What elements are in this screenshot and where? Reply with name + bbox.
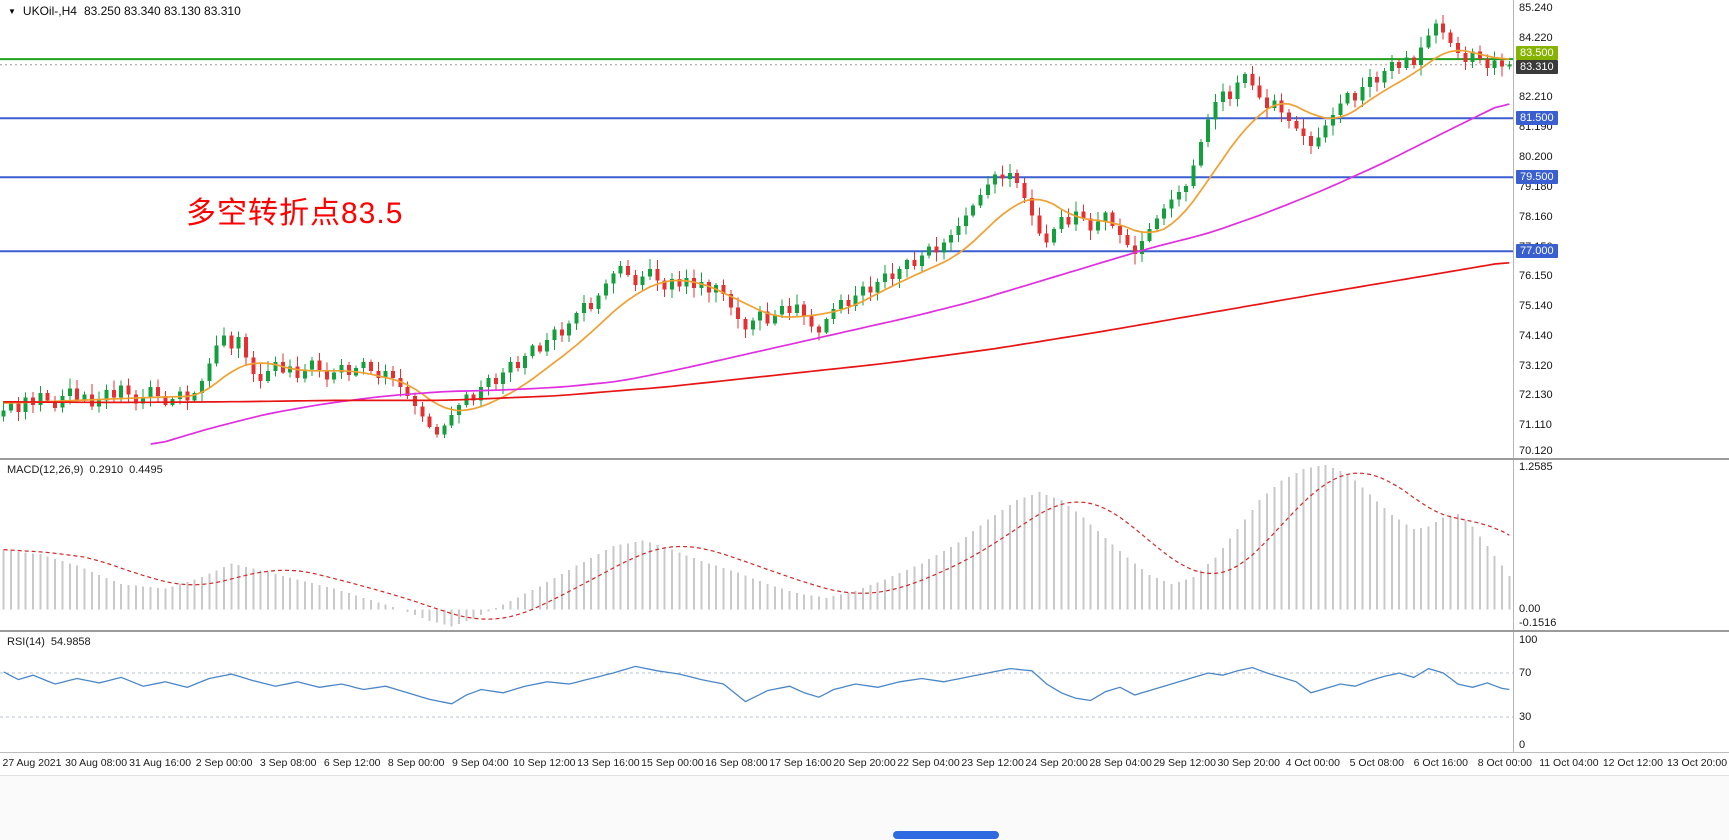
rsi-axis: 100 70 30 0	[1513, 632, 1729, 752]
price-tick-label: 78.160	[1519, 210, 1553, 223]
price-tick-label: 73.120	[1519, 359, 1553, 372]
time-tick-label: 11 Oct 04:00	[1539, 757, 1599, 769]
macd-name: MACD(12,26,9)	[7, 464, 84, 476]
time-tick-label: 20 Sep 20:00	[833, 757, 896, 769]
rsi-line	[3, 665, 1510, 705]
rsi-axis-label: 70	[1519, 667, 1532, 679]
chart-title: ▼ UKOil-,H4 83.250 83.340 83.130 83.310	[8, 4, 241, 18]
scrollbar-thumb[interactable]	[893, 831, 999, 839]
macd-pane[interactable]: 1.2585 0.00 -0.1516 MACD(12,26,9) 0.2910 0…	[0, 460, 1729, 630]
time-tick-label: 27 Aug 2021	[2, 757, 62, 769]
time-tick-label: 16 Sep 08:00	[705, 757, 768, 769]
time-tick-label: 10 Sep 12:00	[513, 757, 576, 769]
chart-ohlc-values: 83.250 83.340 83.130 83.310	[83, 4, 241, 18]
price-tag-83.500: 83.500	[1516, 46, 1558, 61]
ma-slow-line	[3, 261, 1510, 404]
time-tick-label: 28 Sep 04:00	[1089, 757, 1152, 769]
rsi-value: 54.9858	[50, 636, 91, 648]
rsi-label: RSI(14) 54.9858	[7, 636, 91, 648]
macd-plot-area[interactable]	[0, 460, 1513, 630]
macd-signal-value: 0.4495	[129, 464, 163, 476]
price-tick-label: 82.210	[1519, 91, 1553, 104]
price-tick-label: 80.200	[1519, 150, 1553, 163]
pane-separator[interactable]	[0, 458, 1729, 460]
rsi-level-lines	[0, 672, 1513, 718]
price-tag-77.000: 77.000	[1516, 244, 1558, 259]
time-tick-label: 6 Oct 16:00	[1413, 757, 1468, 769]
price-tag-81.500: 81.500	[1516, 111, 1558, 126]
rsi-name: RSI(14)	[7, 636, 45, 648]
time-tick-label: 13 Sep 16:00	[577, 757, 640, 769]
pane-separator	[0, 752, 1729, 753]
candlesticks	[1, 15, 1512, 438]
ma-mid-line	[150, 103, 1510, 445]
rsi-axis-label: 100	[1519, 634, 1538, 646]
price-tick-label: 71.110	[1519, 419, 1552, 432]
time-tick-label: 24 Sep 20:00	[1025, 757, 1088, 769]
ma-fast-line	[3, 49, 1510, 412]
price-plot-area[interactable]	[0, 0, 1513, 458]
bottom-strip	[0, 775, 1729, 840]
macd-signal-line	[3, 472, 1510, 620]
price-tick-label: 76.150	[1519, 270, 1553, 283]
time-tick-label: 17 Sep 16:00	[769, 757, 832, 769]
macd-axis-label: 1.2585	[1519, 461, 1553, 473]
time-tick-label: 9 Sep 04:00	[451, 757, 509, 769]
time-tick-label: 15 Sep 00:00	[641, 757, 704, 769]
time-tick-label: 23 Sep 12:00	[961, 757, 1024, 769]
time-tick-label: 30 Aug 08:00	[65, 757, 128, 769]
chart-symbol-period: UKOil-,H4	[22, 4, 77, 18]
macd-histogram	[2, 464, 1511, 627]
price-tick-label: 75.140	[1519, 300, 1553, 313]
time-tick-label: 22 Sep 04:00	[897, 757, 960, 769]
time-tick-label: 2 Sep 00:00	[195, 757, 253, 769]
macd-label: MACD(12,26,9) 0.2910 0.4495	[7, 464, 163, 476]
macd-axis: 1.2585 0.00 -0.1516	[1513, 460, 1729, 630]
time-tick-label: 4 Oct 00:00	[1285, 757, 1340, 769]
time-tick-label: 13 Oct 20:00	[1666, 757, 1728, 769]
time-tick-label: 31 Aug 16:00	[129, 757, 192, 769]
main-chart-pane[interactable]: 85.24084.22083.20082.21081.19080.20079.1…	[0, 0, 1729, 458]
time-tick-label: 5 Oct 08:00	[1349, 757, 1404, 769]
macd-axis-label: -0.1516	[1519, 617, 1557, 629]
price-tick-label: 84.220	[1519, 31, 1553, 44]
time-tick-label: 30 Sep 20:00	[1217, 757, 1280, 769]
rsi-axis-label: 30	[1519, 711, 1532, 723]
macd-axis-label: 0.00	[1519, 603, 1541, 616]
time-tick-label: 6 Sep 12:00	[323, 757, 381, 769]
time-tick-label: 12 Oct 12:00	[1602, 757, 1663, 769]
time-tick-label: 29 Sep 12:00	[1153, 757, 1216, 769]
annotation-text: 多空转折点83.5	[186, 197, 404, 230]
time-tick-label: 8 Oct 00:00	[1477, 757, 1533, 769]
rsi-pane[interactable]: 100 70 30 0 RSI(14) 54.9858	[0, 632, 1729, 752]
symbol-dropdown-icon[interactable]: ▼	[8, 6, 16, 16]
pane-separator[interactable]	[0, 630, 1729, 632]
time-tick-label: 8 Sep 00:00	[387, 757, 445, 769]
time-axis: 27 Aug 2021 30 Aug 08:00 31 Aug 16:00 2 Sep…	[0, 753, 1729, 775]
price-tag-79.500: 79.500	[1516, 170, 1558, 185]
horizontal-level-lines	[0, 58, 1513, 253]
price-tick-label: 74.140	[1519, 329, 1553, 342]
price-tag-83.310: 83.310	[1516, 59, 1558, 74]
time-tick-label: 3 Sep 08:00	[259, 757, 317, 769]
price-tick-label: 72.130	[1519, 389, 1553, 402]
rsi-axis-label: 0	[1519, 739, 1526, 751]
rsi-plot-area[interactable]	[0, 632, 1513, 752]
price-tick-label: 85.240	[1519, 1, 1553, 14]
price-axis[interactable]: 85.24084.22083.20082.21081.19080.20079.1…	[1513, 0, 1729, 458]
price-tick-label: 70.120	[1519, 445, 1553, 457]
macd-main-value: 0.2910	[89, 464, 124, 476]
